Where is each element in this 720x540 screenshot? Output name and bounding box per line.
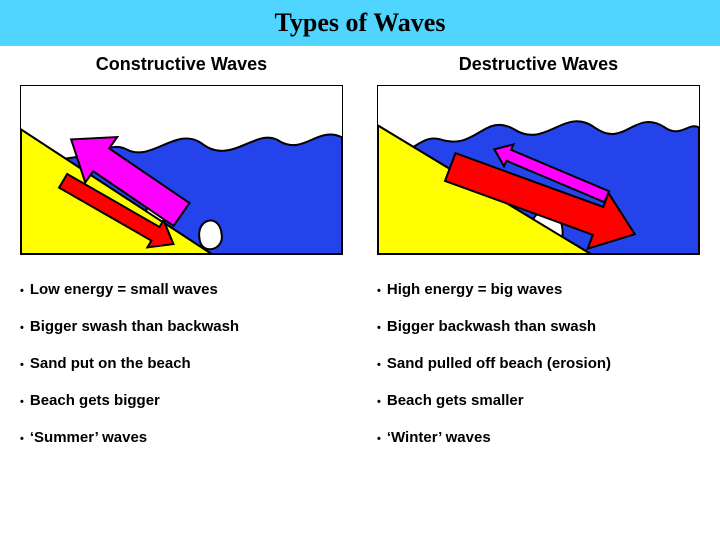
- bullet-dot: •: [377, 282, 381, 300]
- bullet-dot: •: [20, 430, 24, 448]
- left-column: Constructive Waves • Low energy = small w…: [20, 46, 343, 466]
- bullet-text: Sand pulled off beach (erosion): [387, 355, 611, 372]
- bullet-dot: •: [377, 430, 381, 448]
- bullet-text: Beach gets smaller: [387, 392, 524, 409]
- right-bullets: • High energy = big waves • Bigger backwash…: [377, 281, 700, 466]
- bullet-text: Bigger backwash than swash: [387, 318, 596, 335]
- bullet-dot: •: [20, 393, 24, 411]
- bullet-row: • Beach gets bigger: [20, 392, 343, 411]
- page-title: Types of Waves: [275, 8, 446, 38]
- destructive-diagram: [377, 85, 700, 255]
- left-bullets: • Low energy = small waves • Bigger swash t…: [20, 281, 343, 466]
- columns: Constructive Waves • Low energy = small w…: [0, 46, 720, 466]
- bullet-row: • ‘Summer’ waves: [20, 429, 343, 448]
- bullet-row: • ‘Winter’ waves: [377, 429, 700, 448]
- bullet-text: ‘Summer’ waves: [30, 429, 147, 446]
- title-bar: Types of Waves: [0, 0, 720, 46]
- bullet-text: Low energy = small waves: [30, 281, 218, 298]
- bullet-dot: •: [20, 356, 24, 374]
- bullet-row: • Sand put on the beach: [20, 355, 343, 374]
- constructive-diagram: [20, 85, 343, 255]
- right-heading: Destructive Waves: [377, 46, 700, 85]
- bullet-text: Sand put on the beach: [30, 355, 191, 372]
- bullet-dot: •: [377, 356, 381, 374]
- bullet-row: • Bigger backwash than swash: [377, 318, 700, 337]
- bullet-text: Bigger swash than backwash: [30, 318, 239, 335]
- bullet-text: High energy = big waves: [387, 281, 562, 298]
- bullet-dot: •: [20, 282, 24, 300]
- bullet-row: • Sand pulled off beach (erosion): [377, 355, 700, 374]
- bullet-row: • Bigger swash than backwash: [20, 318, 343, 337]
- breaker: [199, 221, 222, 250]
- bullet-row: • Beach gets smaller: [377, 392, 700, 411]
- bullet-dot: •: [377, 393, 381, 411]
- bullet-row: • High energy = big waves: [377, 281, 700, 300]
- bullet-dot: •: [20, 319, 24, 337]
- bullet-row: • Low energy = small waves: [20, 281, 343, 300]
- bullet-text: Beach gets bigger: [30, 392, 160, 409]
- bullet-text: ‘Winter’ waves: [387, 429, 491, 446]
- left-heading: Constructive Waves: [20, 46, 343, 85]
- right-column: Destructive Waves • High energy = big wav…: [377, 46, 700, 466]
- bullet-dot: •: [377, 319, 381, 337]
